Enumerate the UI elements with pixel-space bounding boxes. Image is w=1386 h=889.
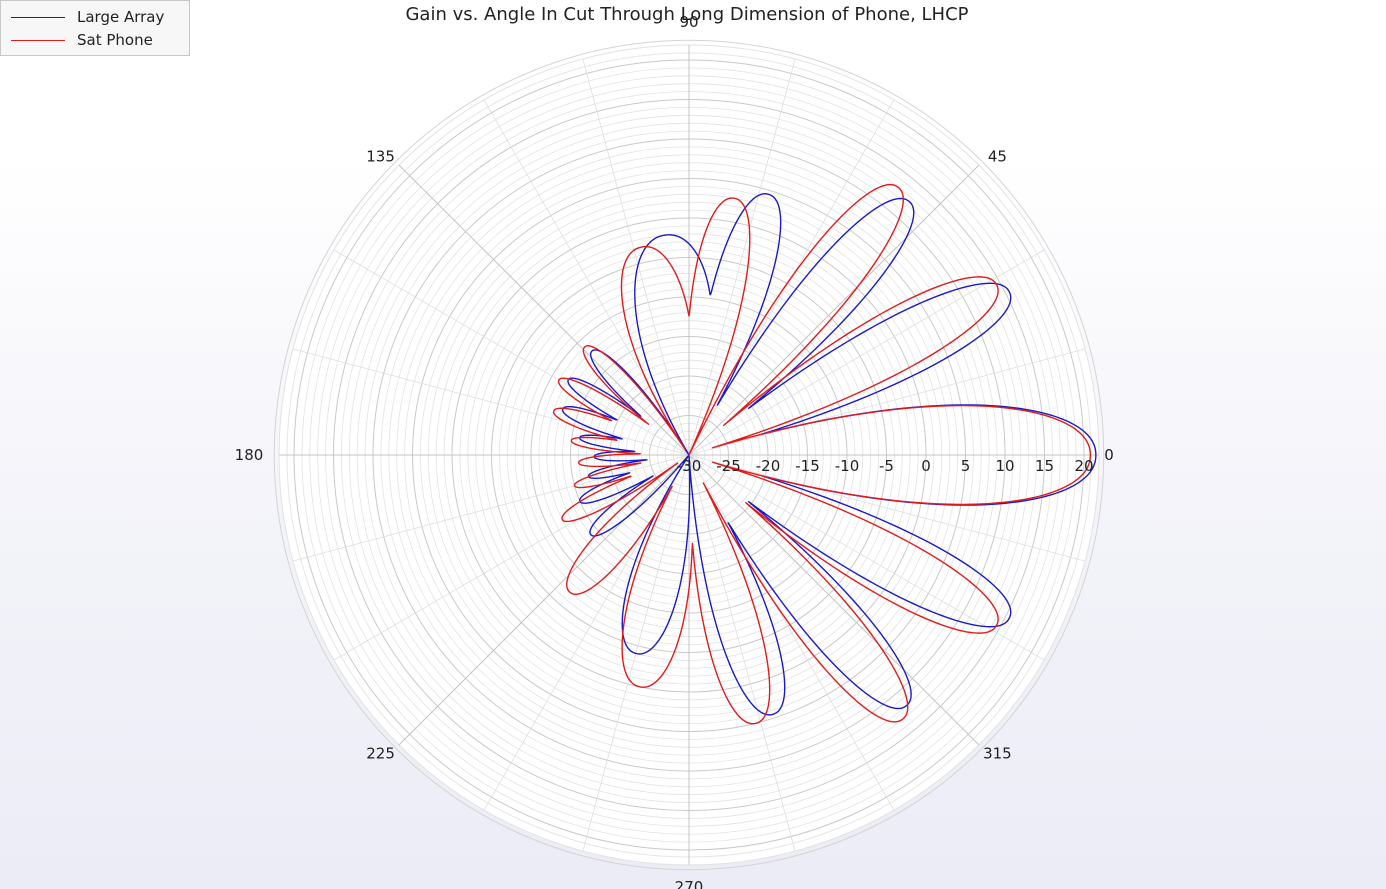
theta-tick-label: 315	[983, 744, 1012, 762]
series-line-large-array	[561, 193, 1097, 716]
r-tick-label: -25	[716, 457, 741, 475]
theta-tick-label: 45	[988, 148, 1007, 166]
minor-spoke	[333, 454, 690, 661]
theta-tick-label: 180	[235, 446, 264, 464]
r-tick-label: 15	[1035, 457, 1054, 475]
major-spoke	[688, 164, 980, 456]
minor-spoke	[582, 58, 690, 456]
theta-tick-label: 270	[675, 878, 704, 889]
major-spoke	[398, 454, 690, 746]
major-spoke	[398, 164, 690, 456]
minor-spoke	[688, 58, 796, 456]
minor-spoke	[688, 454, 895, 811]
theta-tick-label: 135	[366, 148, 395, 166]
r-tick-label: -15	[795, 457, 820, 475]
major-spoke	[688, 454, 980, 746]
minor-spoke	[483, 99, 690, 456]
legend-swatch-large-array	[11, 16, 65, 18]
theta-tick-label: 225	[366, 744, 395, 762]
theta-tick-label: 0	[1104, 446, 1114, 464]
r-tick-label: -10	[835, 457, 860, 475]
r-tick-label: -5	[879, 457, 894, 475]
legend-swatch-sat-phone	[11, 39, 65, 41]
legend-item-large-array: Large Array	[11, 7, 164, 27]
r-tick-label: 10	[995, 457, 1014, 475]
series-layer	[552, 183, 1097, 725]
r-tick-label: 20	[1074, 457, 1093, 475]
legend-label: Sat Phone	[77, 31, 153, 49]
legend-label: Large Array	[77, 8, 165, 26]
r-tick-label: 0	[921, 457, 931, 475]
minor-spoke	[688, 454, 796, 852]
legend: Large Array Sat Phone	[0, 0, 190, 56]
chart-title: Gain vs. Angle In Cut Through Long Dimen…	[405, 4, 968, 25]
theta-tick-label: 90	[679, 13, 698, 31]
minor-spoke	[688, 454, 1086, 562]
minor-spoke	[688, 348, 1086, 456]
label-layer: 0 45 90 135 180 225 270 315 -30 -25 -20 -15 -10 -5 0 5 1…	[235, 13, 1114, 889]
minor-spoke	[333, 249, 690, 456]
minor-spoke	[292, 348, 690, 456]
legend-item-sat-phone: Sat Phone	[11, 30, 153, 50]
series-line-sat-phone	[552, 183, 1092, 725]
minor-spoke	[292, 454, 690, 562]
r-tick-label: 5	[961, 457, 971, 475]
r-tick-label: -20	[756, 457, 781, 475]
major-grid-circle	[273, 39, 1105, 871]
r-tick-label: -30	[677, 457, 702, 475]
